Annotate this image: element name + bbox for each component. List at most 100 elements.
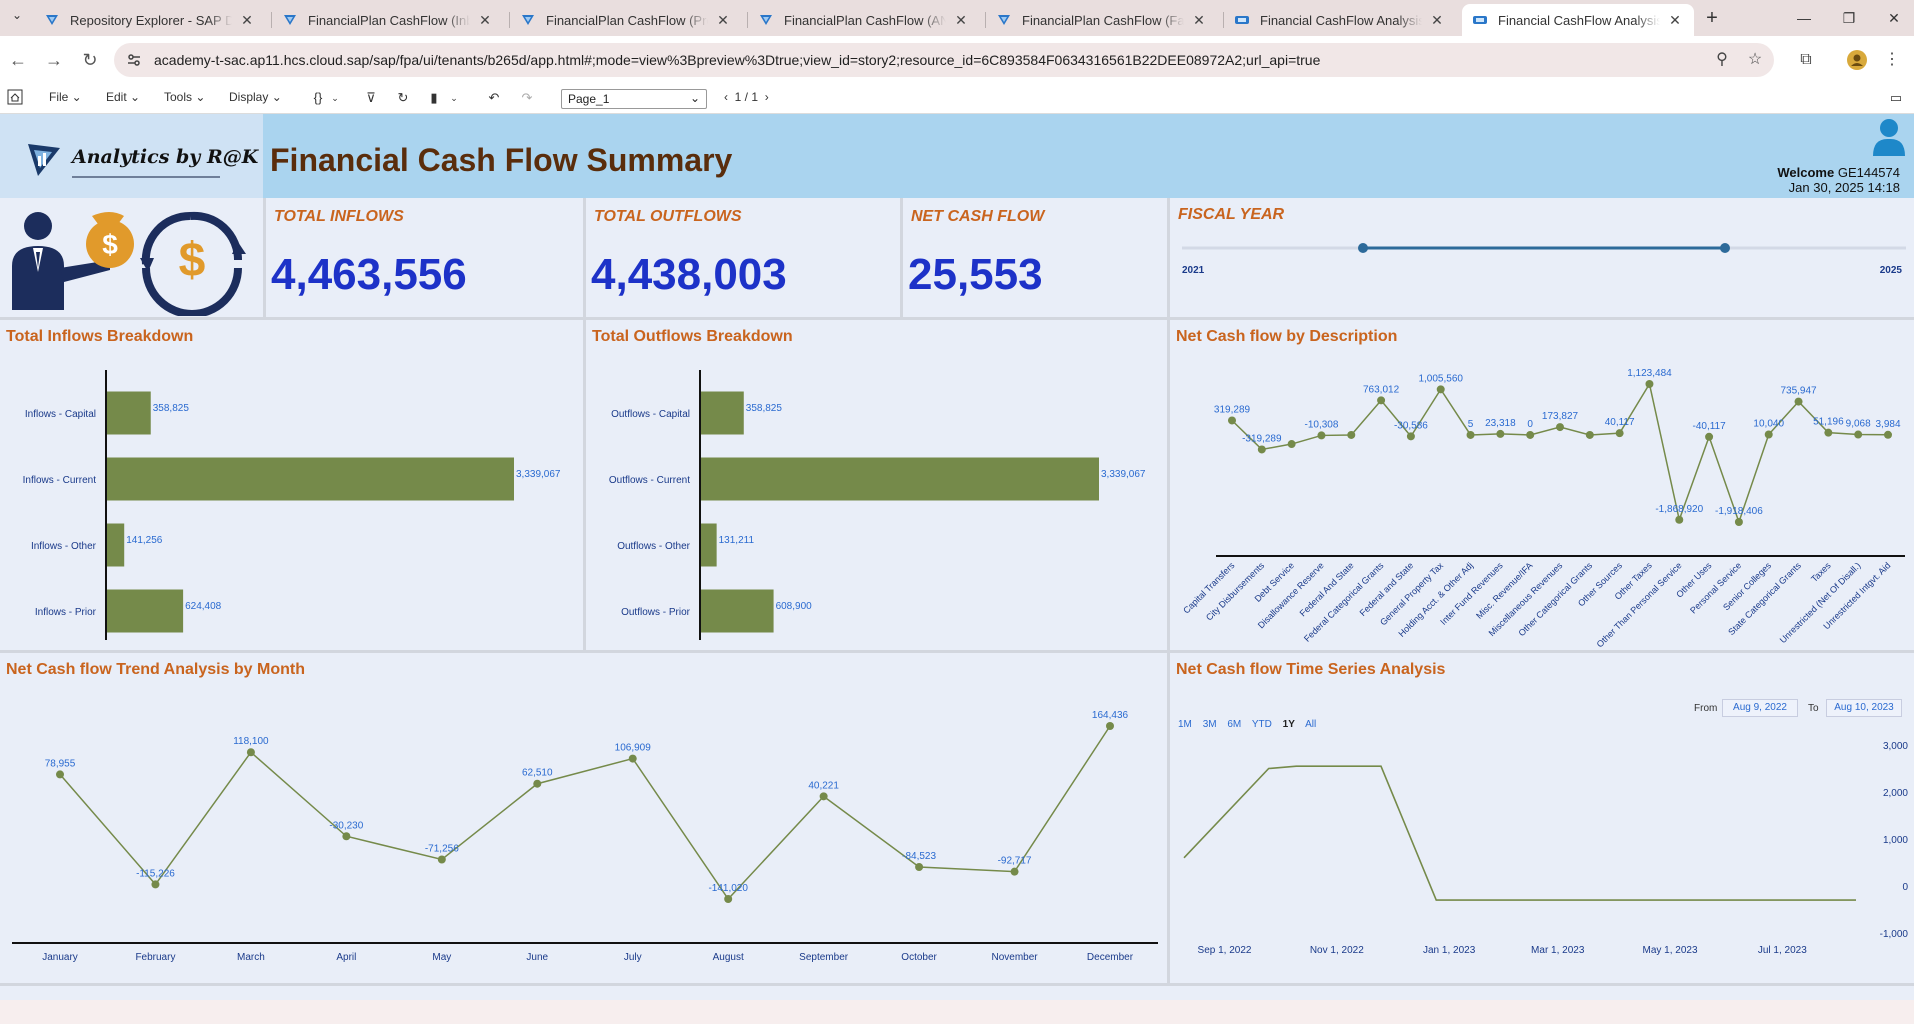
browser-tab[interactable]: Financial CashFlow Analysis - SAP ✕	[1224, 4, 1456, 36]
close-tab-icon[interactable]: ✕	[955, 11, 967, 28]
range-1y-button[interactable]: 1Y	[1282, 719, 1295, 730]
x-tick-label: Jul 1, 2023	[1758, 945, 1807, 956]
inflows-bar-chart[interactable]: Inflows - Capital 358,825 Inflows - Curren…	[0, 320, 583, 650]
profile-icon[interactable]	[1845, 48, 1869, 72]
home-icon[interactable]	[6, 89, 24, 107]
browser-tab[interactable]: FinancialPlan CashFlow (Fact) (View) ✕	[986, 4, 1218, 36]
y-tick-label: 1,000	[1883, 835, 1908, 846]
x-tick-label: Jan 1, 2023	[1423, 945, 1476, 956]
variables-icon[interactable]: {}	[313, 90, 323, 105]
monthly-trend-chart: Net Cash flow Trend Analysis by Month 78…	[0, 653, 1170, 986]
reload-icon[interactable]: ↻	[82, 50, 98, 70]
kpi-total-outflows[interactable]: TOTAL OUTFLOWS 4,438,003	[586, 198, 903, 320]
data-point	[724, 895, 733, 903]
slider-min-label: 2021	[1182, 265, 1205, 276]
browser-tab-active[interactable]: Financial CashFlow Analysis - SAP ✕	[1462, 4, 1694, 36]
outflows-bar-chart[interactable]: Outflows - Capital 358,825 Outflows - Curr…	[586, 320, 1167, 650]
from-date-input[interactable]: Aug 9, 2022	[1722, 699, 1798, 717]
minimize-icon[interactable]: —	[1797, 10, 1811, 26]
restore-icon[interactable]: ❐	[1842, 10, 1856, 26]
page-select[interactable]: Page_1 ⌄	[561, 89, 707, 109]
close-tab-icon[interactable]: ✕	[1669, 11, 1681, 28]
data-label: 358,825	[153, 403, 190, 414]
redo-icon[interactable]: ↷	[521, 90, 533, 105]
close-tab-icon[interactable]: ✕	[241, 11, 253, 28]
to-date-input[interactable]: Aug 10, 2023	[1826, 699, 1902, 717]
category-label: Federal And State	[1298, 560, 1356, 618]
story-toolbar: File ⌄ Edit ⌄ Tools ⌄ Display ⌄ {} ⌄ ⊽ ↻…	[0, 84, 1914, 114]
x-tick-label: Sep 1, 2022	[1198, 945, 1252, 956]
bookmark-icon[interactable]: ▮	[430, 90, 438, 105]
data-point	[1675, 515, 1684, 524]
chevron-down-icon[interactable]: ⌄	[450, 93, 458, 103]
data-point	[533, 779, 542, 788]
filter-icon[interactable]: ⊽	[366, 90, 376, 105]
data-label: 118,100	[233, 736, 269, 747]
chevron-down-icon[interactable]: ⌄	[331, 93, 339, 103]
data-label: 173,827	[1542, 411, 1579, 422]
kpi-net-cash-flow[interactable]: NET CASH FLOW 25,553	[903, 198, 1170, 320]
data-point	[1764, 430, 1773, 439]
fiscal-year-slider[interactable]	[1170, 198, 1914, 318]
site-info-icon[interactable]	[126, 52, 142, 68]
browser-tab[interactable]: FinancialPlan CashFlow (ANA) (Fact) ✕	[748, 4, 980, 36]
data-label: 62,510	[522, 768, 553, 779]
page-navigator[interactable]: ‹ 1 / 1 ›	[724, 90, 769, 104]
url-field[interactable]: academy-t-sac.ap11.hcs.cloud.sap/sap/fpa…	[114, 43, 1774, 77]
range-6m-button[interactable]: 6M	[1227, 719, 1242, 730]
display-menu[interactable]: Display ⌄	[229, 90, 282, 104]
data-label: -30,586	[1394, 420, 1428, 431]
new-tab-button[interactable]: +	[1706, 7, 1718, 29]
data-label: -319,289	[1242, 433, 1282, 444]
browser-menu-icon[interactable]: ⋮	[1884, 51, 1900, 68]
file-menu[interactable]: File ⌄	[49, 90, 82, 104]
net-cash-by-description-chart: Net Cash flow by Description 319,289 Capi…	[1170, 320, 1914, 653]
close-tab-icon[interactable]: ✕	[1431, 11, 1443, 28]
range-ytd-button[interactable]: YTD	[1251, 719, 1272, 730]
browser-tab[interactable]: FinancialPlan CashFlow (Inbound) ✕	[272, 4, 504, 36]
zoom-icon[interactable]: ⚲	[1716, 51, 1728, 68]
data-point	[56, 770, 64, 779]
data-point	[1794, 397, 1803, 406]
edit-menu[interactable]: Edit ⌄	[106, 90, 141, 104]
range-3m-button[interactable]: 3M	[1202, 719, 1217, 730]
category-label: Inflows - Prior	[35, 607, 97, 618]
data-point	[246, 748, 255, 757]
data-label: -84,523	[902, 851, 936, 862]
refresh-icon[interactable]: ↻	[397, 90, 409, 105]
close-tab-icon[interactable]: ✕	[1193, 11, 1205, 28]
close-window-icon[interactable]: ✕	[1888, 10, 1900, 26]
close-tab-icon[interactable]: ✕	[717, 11, 729, 28]
tab-search-icon[interactable]: ⌄	[11, 8, 23, 22]
monthly-line-chart[interactable]: 78,955 January -115,226 February 118,100 Marc…	[0, 653, 1167, 983]
browser-tab[interactable]: FinancialPlan CashFlow (Propagation) ✕	[510, 4, 742, 36]
back-icon[interactable]: ←	[9, 50, 27, 70]
forward-icon[interactable]: →	[45, 50, 63, 70]
range-all-button[interactable]: All	[1305, 719, 1317, 730]
data-point	[915, 863, 924, 872]
data-label: 735,947	[1780, 386, 1817, 397]
data-point	[1496, 429, 1505, 438]
undo-icon[interactable]: ↶	[488, 90, 500, 105]
slider-handle-start[interactable]	[1358, 243, 1368, 253]
kpi-total-inflows[interactable]: TOTAL INFLOWS 4,463,556	[266, 198, 586, 320]
category-label: Outflows - Other	[617, 541, 690, 552]
slider-handle-end[interactable]	[1720, 243, 1730, 253]
close-tab-icon[interactable]: ✕	[479, 11, 491, 28]
range-1m-button[interactable]: 1M	[1178, 719, 1192, 730]
time-series-line-chart[interactable]: 3,000 2,000 1,000 0 -1,000 Sep 1, 2022 Nov 1, …	[1170, 653, 1914, 983]
data-label: 5	[1468, 419, 1474, 430]
present-icon[interactable]: ▭	[1889, 90, 1903, 105]
sap-favicon-icon	[522, 15, 534, 25]
browser-tab[interactable]: Repository Explorer - SAP Datasphere ✕	[34, 4, 266, 36]
extensions-icon[interactable]: ⧉	[1800, 51, 1812, 68]
category-label: May	[432, 952, 451, 963]
bookmark-star-icon[interactable]: ☆	[1747, 51, 1763, 68]
y-tick-label: 2,000	[1883, 788, 1908, 799]
data-label: -71,256	[425, 843, 459, 854]
data-label: 40,117	[1605, 417, 1635, 428]
series-line	[1231, 382, 1889, 525]
category-label: August	[713, 952, 744, 963]
tools-menu[interactable]: Tools ⌄	[164, 90, 206, 104]
